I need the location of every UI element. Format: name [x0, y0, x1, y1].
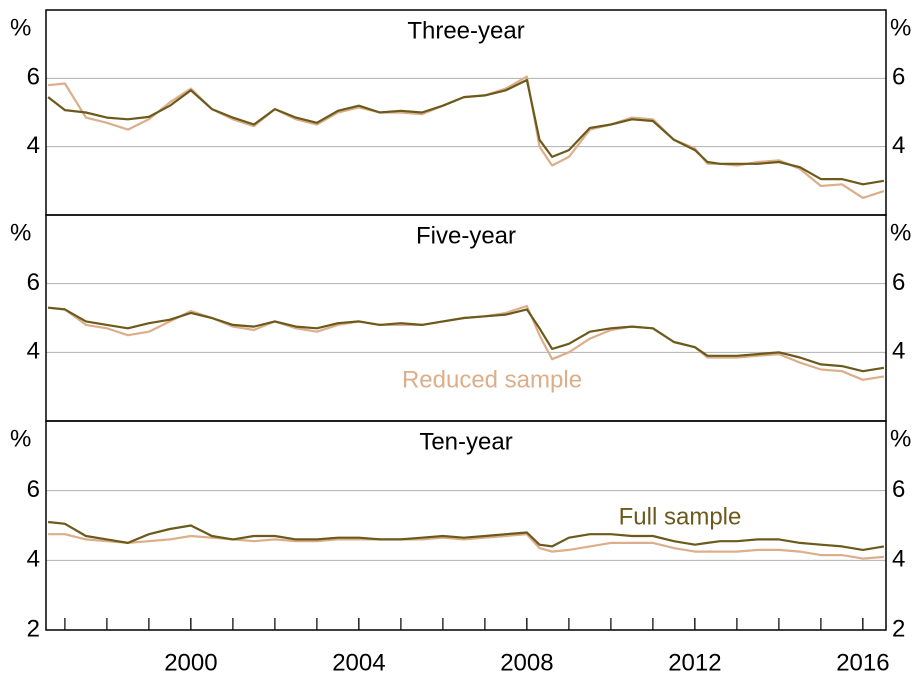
y2-tick-label: 6: [892, 476, 905, 503]
y2-tick-label: 6: [892, 269, 905, 296]
y-tick-label: 4: [27, 338, 40, 365]
y2-unit: %: [890, 14, 911, 41]
y2-unit: %: [890, 425, 911, 452]
series-line: [47, 75, 885, 199]
panel-frame: [45, 420, 887, 631]
series-line: [47, 306, 885, 373]
x-tick-label: 2016: [836, 649, 889, 676]
series-line: [47, 520, 885, 551]
y-unit: %: [10, 425, 31, 452]
series-label: Full sample: [619, 503, 742, 530]
y-tick-label: 6: [27, 269, 40, 296]
y-tick-label: 4: [27, 546, 40, 573]
y-tick-label: 4: [27, 132, 40, 159]
y2-tick-label: 6: [892, 64, 905, 91]
y-unit: %: [10, 14, 31, 41]
x-tick-label: 2012: [668, 649, 721, 676]
series-line: [48, 533, 884, 560]
panel-title: Ten-year: [419, 428, 512, 455]
series-line: [47, 78, 885, 186]
y2-unit: %: [890, 219, 911, 246]
panel-title: Three-year: [407, 17, 524, 44]
y-tick-label: 6: [27, 476, 40, 503]
x-tick-label: 2004: [332, 649, 385, 676]
x-tick-label: 2008: [500, 649, 553, 676]
y-tick-label: 6: [27, 64, 40, 91]
y2-tick-label: 4: [892, 338, 905, 365]
y2-tick-label: 4: [892, 546, 905, 573]
y-tick-label: 2: [27, 615, 40, 642]
y2-tick-label: 2: [892, 615, 905, 642]
y-unit: %: [10, 219, 31, 246]
x-tick-label: 2000: [164, 649, 217, 676]
y2-tick-label: 4: [892, 132, 905, 159]
series-label: Reduced sample: [402, 366, 582, 393]
panel-title: Five-year: [416, 222, 516, 249]
